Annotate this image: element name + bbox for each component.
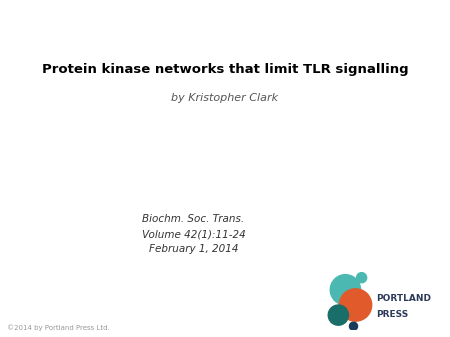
Text: Protein kinase networks that limit TLR signalling: Protein kinase networks that limit TLR s… — [42, 63, 408, 75]
Text: PRESS: PRESS — [376, 310, 408, 318]
Circle shape — [339, 289, 372, 321]
Circle shape — [350, 322, 358, 330]
Circle shape — [356, 273, 367, 283]
Text: ©2014 by Portland Press Ltd.: ©2014 by Portland Press Ltd. — [7, 324, 109, 331]
Circle shape — [330, 275, 360, 305]
Circle shape — [328, 305, 348, 325]
Text: Biochm. Soc. Trans.
Volume 42(1):11-24
February 1, 2014: Biochm. Soc. Trans. Volume 42(1):11-24 F… — [142, 214, 245, 254]
Text: PORTLAND: PORTLAND — [376, 294, 431, 303]
Text: by Kristopher Clark: by Kristopher Clark — [171, 93, 279, 103]
